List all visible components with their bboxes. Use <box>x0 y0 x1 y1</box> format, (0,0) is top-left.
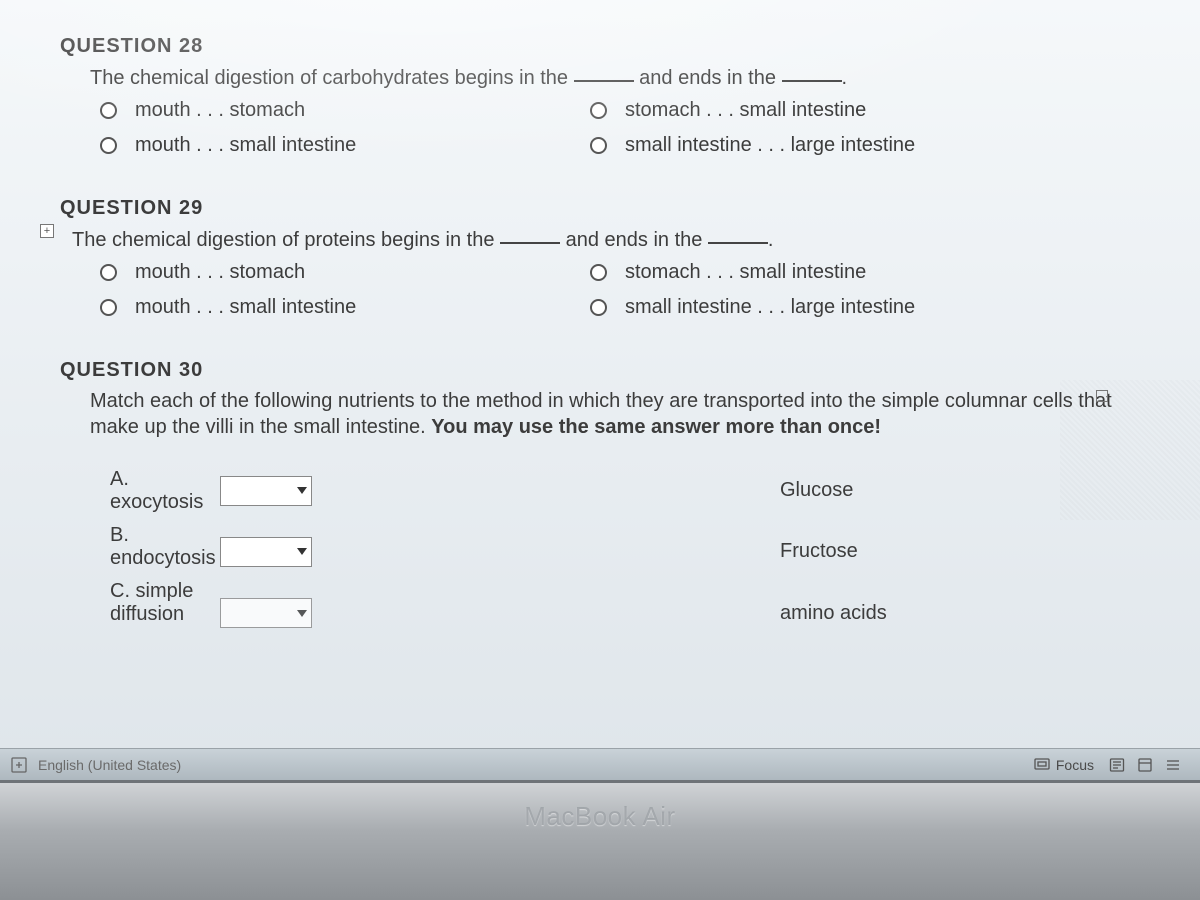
option-b[interactable]: stomach . . . small intestine <box>590 99 1140 122</box>
match-item-label: Glucose <box>780 479 1140 502</box>
chevron-down-icon <box>297 610 307 617</box>
option-c[interactable]: mouth . . . small intestine <box>100 134 580 157</box>
question-28: QUESTION 28 The chemical digestion of ca… <box>60 35 1140 157</box>
expand-icon[interactable]: + <box>40 224 54 238</box>
radio-icon <box>100 299 117 316</box>
match-dropdown-amino-acids[interactable] <box>220 598 312 628</box>
radio-icon <box>590 299 607 316</box>
macbook-label: MacBook Air <box>524 801 675 832</box>
question-stem: Match each of the following nutrients to… <box>90 388 1140 440</box>
question-stem: The chemical digestion of carbohydrates … <box>90 64 1140 91</box>
question-stem: The chemical digestion of proteins begin… <box>72 226 773 253</box>
option-label: mouth . . . small intestine <box>135 134 356 157</box>
question-30: QUESTION 30 Match each of the following … <box>60 359 1140 636</box>
help-box-icon <box>1096 390 1108 402</box>
option-d[interactable]: small intestine . . . large intestine <box>590 296 1140 319</box>
question-title: QUESTION 29 <box>60 197 1140 220</box>
quiz-container: QUESTION 28 The chemical digestion of ca… <box>0 0 1200 636</box>
focus-label: Focus <box>1056 757 1094 773</box>
option-label: stomach . . . small intestine <box>625 261 866 284</box>
answer-option: A. exocytosis <box>110 468 220 514</box>
answer-option: B. endocytosis <box>110 524 220 570</box>
option-a[interactable]: mouth . . . stomach <box>100 99 580 122</box>
match-dropdown-fructose[interactable] <box>220 537 312 567</box>
match-item-label: amino acids <box>780 602 1140 625</box>
match-item-label: Fructose <box>780 540 1140 563</box>
web-layout-icon[interactable] <box>1164 756 1182 774</box>
option-label: small intestine . . . large intestine <box>625 296 915 319</box>
question-title: QUESTION 28 <box>60 35 1140 58</box>
radio-icon <box>100 102 117 119</box>
matching-grid: Glucose A. exocytosis B. endocytosis C. … <box>110 468 1140 636</box>
read-mode-icon[interactable] <box>1108 756 1126 774</box>
focus-icon <box>1033 756 1051 774</box>
radio-icon <box>590 102 607 119</box>
answer-key: A. exocytosis B. endocytosis C. simple d… <box>110 468 220 636</box>
language-label[interactable]: English (United States) <box>38 757 181 773</box>
option-label: mouth . . . small intestine <box>135 296 356 319</box>
option-d[interactable]: small intestine . . . large intestine <box>590 134 1140 157</box>
question-29: QUESTION 29 + The chemical digestion of … <box>60 197 1140 319</box>
option-label: mouth . . . stomach <box>135 99 305 122</box>
radio-icon <box>100 264 117 281</box>
option-label: mouth . . . stomach <box>135 261 305 284</box>
accessibility-icon[interactable] <box>10 756 28 774</box>
option-label: stomach . . . small intestine <box>625 99 866 122</box>
radio-icon <box>590 264 607 281</box>
radio-icon <box>590 137 607 154</box>
question-title: QUESTION 30 <box>60 359 1140 382</box>
options-grid: mouth . . . stomach stomach . . . small … <box>100 261 1140 319</box>
print-layout-icon[interactable] <box>1136 756 1154 774</box>
option-a[interactable]: mouth . . . stomach <box>100 261 580 284</box>
status-bar: English (United States) Focus <box>0 748 1200 780</box>
chevron-down-icon <box>297 487 307 494</box>
focus-mode-button[interactable]: Focus <box>1029 754 1098 776</box>
option-c[interactable]: mouth . . . small intestine <box>100 296 580 319</box>
answer-option: C. simple diffusion <box>110 580 220 626</box>
option-b[interactable]: stomach . . . small intestine <box>590 261 1140 284</box>
radio-icon <box>100 137 117 154</box>
match-dropdown-glucose[interactable] <box>220 476 312 506</box>
option-label: small intestine . . . large intestine <box>625 134 915 157</box>
laptop-bezel: MacBook Air <box>0 780 1200 900</box>
chevron-down-icon <box>297 548 307 555</box>
options-grid: mouth . . . stomach stomach . . . small … <box>100 99 1140 157</box>
